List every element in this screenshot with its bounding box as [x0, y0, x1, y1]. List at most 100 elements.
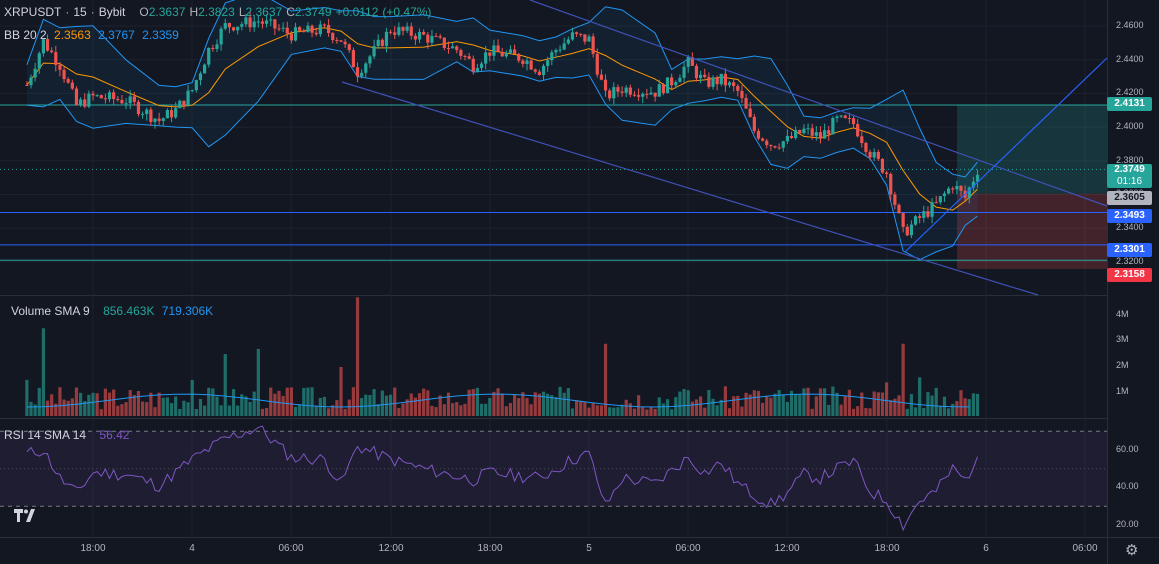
candle-body	[554, 50, 558, 53]
volume-bar	[244, 396, 248, 416]
candle-body	[781, 141, 785, 148]
volume-bar	[364, 394, 368, 416]
volume-bar	[496, 388, 500, 416]
candle-body	[281, 27, 285, 29]
candle-body	[909, 224, 913, 236]
volume-bar	[566, 388, 570, 416]
candle-body	[231, 27, 236, 31]
bb-legend[interactable]: BB 20 2 2.3563 2.3767 2.3359	[4, 28, 183, 42]
candle-body	[616, 87, 620, 92]
candle-body	[430, 36, 434, 43]
take-profit-tag[interactable]: 2.4131	[1107, 97, 1152, 111]
volume-bar	[422, 388, 426, 416]
candle-body	[583, 34, 587, 42]
volume-bar	[165, 397, 169, 416]
volume-bar	[777, 390, 781, 416]
candle-body	[562, 43, 566, 50]
volume-bar	[405, 399, 409, 416]
volume-bar	[533, 392, 537, 416]
candle-body	[87, 93, 91, 107]
volume-bar	[889, 400, 893, 416]
volume-bar	[719, 399, 723, 416]
volume-bar	[880, 392, 885, 416]
volume-bar	[174, 396, 178, 416]
close-label: C	[286, 5, 295, 19]
volume-bar	[446, 392, 451, 416]
volume-bar	[665, 399, 670, 416]
candle-body	[847, 118, 851, 120]
volume-bar	[203, 405, 207, 416]
candle-body	[451, 46, 455, 49]
volume-bar	[546, 393, 550, 416]
candle-body	[773, 146, 777, 148]
volume-bar	[389, 394, 393, 416]
volume-bar	[384, 395, 389, 416]
price-tick: 2.4600	[1116, 20, 1144, 30]
candle-body	[686, 57, 690, 67]
volume-bar	[624, 399, 628, 416]
candle-body	[145, 109, 149, 115]
entry-tag[interactable]: 2.3605	[1107, 191, 1152, 205]
volume-bar	[579, 400, 583, 416]
high-label: H	[189, 5, 199, 19]
rsi-legend[interactable]: RSI 14 SMA 14 56.42	[4, 428, 133, 442]
candle-body	[835, 116, 839, 119]
gear-icon[interactable]: ⚙	[1125, 542, 1139, 559]
volume-bar	[455, 402, 459, 416]
volume-bar	[678, 391, 682, 416]
candle-body	[463, 55, 467, 57]
volume-bar	[959, 390, 963, 416]
interval[interactable]: 15	[73, 5, 87, 19]
volume-bar	[397, 408, 401, 416]
candle-body	[777, 147, 781, 149]
volume-bar	[182, 400, 186, 416]
volume-bar	[521, 392, 525, 416]
candle-body	[856, 124, 860, 137]
volume-bar	[591, 402, 595, 416]
volume-bar	[136, 390, 141, 416]
rsi-line	[26, 425, 978, 532]
symbol-name[interactable]: XRPUSDT	[4, 5, 62, 19]
candle-body	[744, 98, 748, 109]
volume-bar	[645, 409, 649, 416]
volume-bar	[236, 405, 240, 416]
stop-loss-tag[interactable]: 2.3158	[1107, 268, 1152, 282]
candle-body	[103, 98, 107, 100]
high-value: 2.3823	[198, 5, 235, 19]
volume-bar	[947, 408, 951, 416]
candle-body	[37, 53, 41, 69]
time-tick: 12:00	[774, 543, 800, 554]
candle-body	[351, 50, 355, 68]
candle-body	[434, 36, 438, 38]
tradingview-logo-icon[interactable]	[12, 506, 40, 524]
volume-bar	[653, 408, 657, 416]
time-tick: 4	[189, 543, 195, 554]
candle-body	[335, 40, 339, 42]
volume-bar	[901, 343, 905, 416]
volume-bar	[298, 404, 302, 416]
volume-bar	[99, 409, 103, 416]
volume-bar	[537, 393, 541, 416]
volume-bar	[219, 405, 223, 416]
bb-name: BB 20 2	[4, 28, 47, 42]
candle-body	[190, 90, 194, 92]
support1-tag[interactable]: 2.3493	[1107, 209, 1152, 223]
volume-legend[interactable]: Volume SMA 9 856.463K 719.306K	[11, 304, 217, 318]
volume-bar	[231, 389, 236, 416]
support2-tag[interactable]: 2.3301	[1107, 243, 1152, 257]
volume-bar	[33, 404, 37, 416]
volume-bar	[186, 402, 190, 416]
candle-body	[438, 36, 442, 38]
candle-body	[901, 213, 905, 227]
candle-body	[794, 129, 798, 139]
volume-bar	[434, 407, 438, 416]
rising-trend-line	[904, 57, 1108, 253]
volume-tick: 3M	[1116, 334, 1129, 344]
volume-bar	[293, 406, 298, 416]
bb-upper: 2.3767	[98, 28, 135, 42]
candle-body	[70, 82, 74, 89]
candle-body	[236, 26, 240, 31]
legend-sep: ·	[65, 5, 70, 19]
last-price-tag[interactable]: 2.3749 01:16	[1107, 164, 1152, 188]
